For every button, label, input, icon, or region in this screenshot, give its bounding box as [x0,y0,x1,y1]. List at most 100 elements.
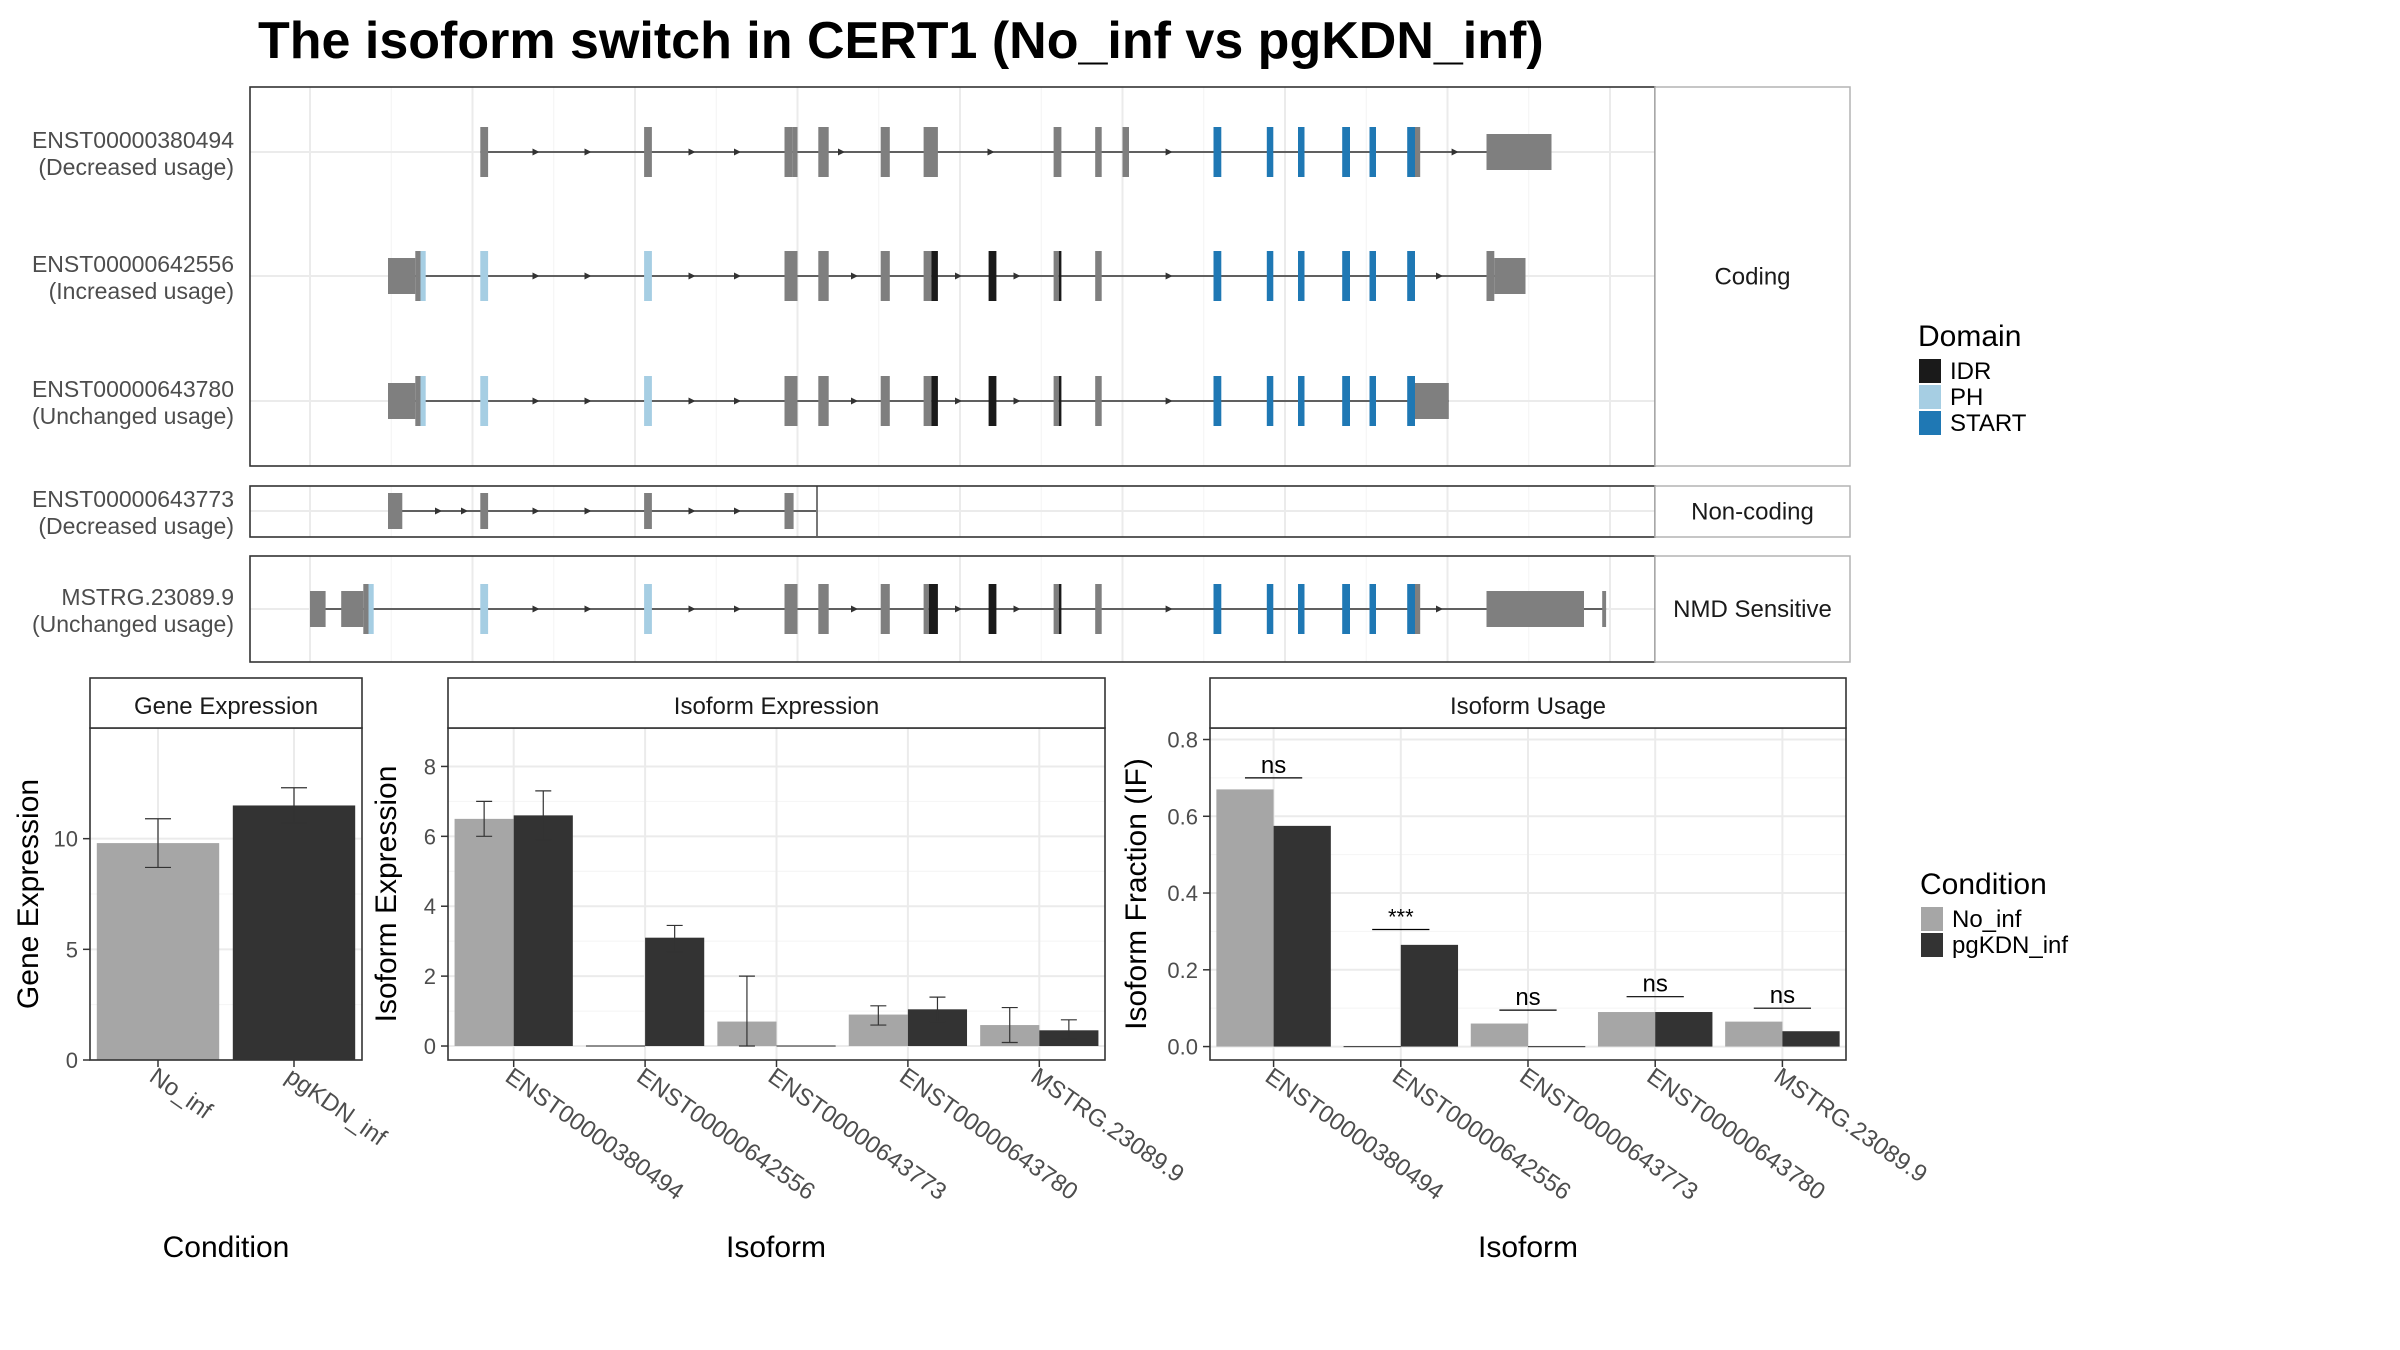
y-tick-label: 10 [54,827,78,852]
utr-exon [784,493,794,529]
facet-strip [447,677,1106,729]
coding-exon [923,376,932,426]
start-domain-exon [1342,127,1350,177]
y-tick-label: 0.0 [1167,1035,1198,1060]
strand-arrow [584,605,592,613]
strand-arrow [734,507,741,515]
legend-key [1919,411,1941,435]
coding-exon [1095,376,1102,426]
legend-key [1919,359,1941,383]
coding-exon [1095,127,1102,177]
legend-key [1921,907,1943,931]
isoform-usage-label: (Unchanged usage) [32,403,234,429]
bar [96,843,220,1060]
y-tick-label: 0.4 [1167,881,1198,906]
start-domain-exon [1213,127,1222,177]
start-domain-exon [1407,376,1415,426]
bar [1273,825,1331,1047]
chart-isoform-usage: ns *** ns ns ns Isoform Usage 0.0 0.2 0.4 0.6 0.8 I… [1120,677,1932,1264]
strand-arrow [734,148,741,156]
utr-exon [1415,383,1449,419]
ph-domain-exon [480,584,489,634]
coding-exon [480,127,489,177]
strand-arrow [851,605,858,613]
idr-domain-exon [988,376,997,426]
ph-domain-exon [644,376,652,426]
isoform-label: ENST00000642556 [32,251,234,277]
coding-exon [1122,127,1129,177]
y-tick-label: 4 [424,894,436,919]
y-tick-label: 0.2 [1167,958,1198,983]
coding-exon [923,251,932,301]
bar-charts: Gene Expression 0 5 10 Gene Expression No_inf… [12,677,1932,1264]
idr-domain-exon [1058,376,1062,426]
ph-domain-exon [480,376,489,426]
bar [1725,1021,1783,1047]
strand-arrow [435,507,442,515]
strand-arrow [688,148,696,156]
start-domain-exon [1266,127,1274,177]
idr-domain-exon [928,584,938,634]
coding-exon [1053,251,1059,301]
isoform-label: MSTRG.23089.9 [61,584,234,610]
start-domain-exon [1298,376,1305,426]
start-domain-exon [1266,376,1274,426]
strand-arrow [1165,148,1173,156]
coding-exon [1095,584,1102,634]
y-axis-label: Gene Expression [12,779,45,1009]
legend-label: No_inf [1952,906,2022,933]
utr-exon [388,493,403,529]
facet-strip [1654,485,1851,538]
y-tick-label: 8 [424,754,436,779]
chart-title: Gene Expression [134,693,318,720]
significance-label: ns [1261,752,1286,779]
strand-arrow [688,507,696,515]
idr-domain-exon [931,251,938,301]
significance-label: *** [1388,905,1414,930]
bar [1400,944,1459,1047]
coding-exon [880,127,890,177]
utr-exon [388,258,416,294]
strand-arrow [1436,272,1443,280]
strand-arrow [688,605,696,613]
legend-label: IDR [1950,358,1991,385]
utr-exon [341,591,364,627]
x-axis-label: Isoform [726,1231,826,1264]
coding-exon [1053,127,1062,177]
start-domain-exon [1213,376,1222,426]
significance-label: ns [1643,971,1668,998]
x-tick-label: No_inf [145,1063,218,1125]
coding-exon [880,251,890,301]
idr-domain-exon [1058,584,1062,634]
facet-strip-label: Non-coding [1691,499,1814,526]
coding-exon [644,127,652,177]
strand-arrow [1013,605,1021,613]
start-domain-exon [1298,127,1305,177]
ph-domain-exon [368,584,374,634]
y-tick-label: 6 [424,824,436,849]
coding-exon [415,251,421,301]
bar [454,818,514,1047]
chart-title: Isoform Expression [674,693,879,720]
facet-strip [1654,86,1851,467]
utr-exon [480,493,489,529]
coding-exon [880,584,890,634]
legend-label: pgKDN_inf [1952,932,2068,959]
coding-exon [784,251,798,301]
structure-panel-nmd-sensitive: NMD Sensitive [249,555,1851,663]
coding-exon [784,376,798,426]
facet-strip-label: NMD Sensitive [1673,596,1832,623]
isoform-label: ENST00000380494 [32,127,234,153]
y-axis-label: Isoform Expression [370,766,403,1023]
y-tick-label: 0.8 [1167,728,1198,753]
coding-exon [818,376,829,426]
y-tick-label: 2 [424,964,436,989]
start-domain-exon [1342,376,1350,426]
isoform-usage-label: (Decreased usage) [38,513,234,539]
coding-exon [1415,127,1421,177]
strand-arrow [734,397,741,405]
isoform-track [388,376,1449,426]
facet-strip [89,677,363,729]
